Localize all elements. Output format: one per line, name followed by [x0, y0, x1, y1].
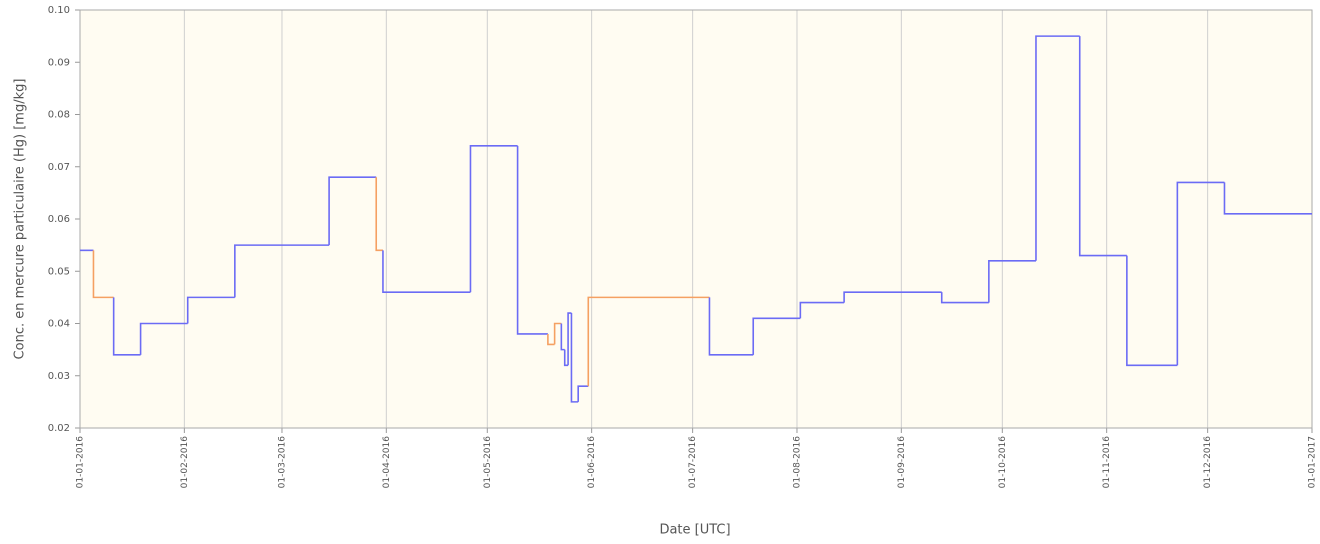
y-tick-label: 0.09: [48, 57, 70, 68]
step-segment: [186, 296, 235, 324]
step-segment: [92, 250, 114, 299]
y-axis-label: Conc. en mercure particulaire (Hg) [mg/k…: [13, 79, 28, 360]
step-segment: [553, 322, 562, 345]
step-segment: [563, 349, 569, 367]
step-segment: [1176, 181, 1225, 366]
x-tick-label: 01-05-2016: [483, 436, 493, 489]
y-tick-label: 0.08: [48, 110, 70, 121]
x-tick-label: 01-02-2016: [180, 436, 190, 489]
step-segment: [577, 385, 589, 402]
x-tick-label: 01-03-2016: [277, 436, 287, 489]
x-tick-label: 01-04-2016: [382, 436, 392, 489]
step-segment: [234, 244, 330, 298]
step-segment: [708, 297, 754, 356]
step-segment: [112, 297, 141, 356]
step-segment: [1035, 35, 1080, 261]
step-segment: [382, 250, 471, 293]
y-tick-label: 0.06: [48, 214, 70, 225]
x-tick-label: 01-09-2016: [897, 436, 907, 489]
x-tick-label: 01-01-2016: [76, 436, 86, 489]
plot-border: [79, 9, 1313, 429]
step-segment: [547, 333, 555, 346]
x-tick-label: 01-07-2016: [688, 436, 698, 489]
step-segment: [843, 291, 942, 303]
step-segment: [1223, 182, 1312, 215]
y-tick-label: 0.10: [48, 5, 70, 16]
step-segment: [516, 145, 548, 335]
step-segment: [570, 313, 579, 403]
step-segment: [940, 292, 989, 304]
step-segment: [587, 296, 710, 387]
x-axis-label: Date [UTC]: [659, 523, 730, 538]
step-segment: [752, 317, 801, 355]
y-tick-label: 0.07: [48, 162, 70, 173]
step-segment: [1126, 255, 1178, 367]
step-segment: [375, 177, 383, 252]
step-segment: [469, 145, 518, 293]
x-tick-label: 01-11-2016: [1102, 436, 1112, 489]
x-tick-label: 01-08-2016: [792, 436, 802, 489]
x-tick-label: 01-10-2016: [998, 436, 1008, 489]
x-tick-label: 01-12-2016: [1203, 436, 1213, 489]
step-segment: [560, 323, 565, 351]
x-tick-label: 01-01-2017: [1308, 436, 1318, 488]
y-tick-label: 0.04: [48, 319, 70, 330]
step-segment: [139, 322, 188, 355]
x-tick-label: 01-06-2016: [587, 436, 597, 489]
step-segment: [988, 260, 1036, 303]
y-tick-label: 0.03: [48, 371, 70, 382]
step-segment: [328, 176, 377, 246]
step-segment: [799, 301, 845, 319]
step-segment: [1078, 36, 1127, 257]
y-tick-label: 0.02: [48, 423, 70, 434]
y-tick-label: 0.05: [48, 266, 70, 277]
step-segment: [567, 312, 572, 366]
